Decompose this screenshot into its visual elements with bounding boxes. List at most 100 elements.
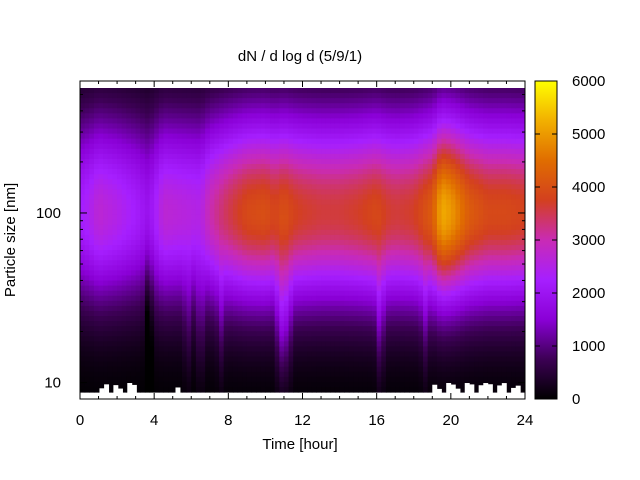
- heatmap-cell: [450, 316, 457, 322]
- heatmap-cell: [404, 326, 410, 332]
- heatmap-cell: [163, 93, 169, 99]
- heatmap-cell: [381, 270, 387, 277]
- heatmap-cell: [209, 184, 216, 190]
- heatmap-cell: [112, 224, 118, 231]
- heatmap-cell: [330, 361, 336, 368]
- heatmap-cell: [89, 98, 95, 104]
- heatmap-cell: [427, 255, 433, 261]
- heatmap-cell: [446, 93, 452, 99]
- heatmap-cell: [251, 108, 257, 114]
- heatmap-cell: [103, 351, 109, 358]
- heatmap-cell: [177, 174, 183, 180]
- heatmap-cell: [297, 153, 304, 160]
- heatmap-cell: [270, 285, 276, 292]
- heatmap-cell: [242, 234, 248, 241]
- heatmap-cell: [172, 108, 178, 114]
- heatmap-cell: [219, 255, 225, 261]
- heatmap-cell: [260, 148, 267, 155]
- heatmap-cell: [144, 346, 151, 353]
- heatmap-cell: [168, 143, 174, 150]
- heatmap-cell: [172, 123, 178, 130]
- heatmap-cell: [460, 361, 466, 368]
- heatmap-cell: [158, 295, 165, 302]
- heatmap-cell: [260, 305, 267, 312]
- heatmap-cell: [228, 128, 234, 135]
- heatmap-cell: [200, 123, 206, 130]
- heatmap-cell: [293, 316, 299, 322]
- heatmap-cell: [446, 164, 452, 170]
- heatmap-cell: [348, 381, 355, 388]
- heatmap-cell: [80, 204, 86, 211]
- heatmap-cell: [214, 331, 220, 337]
- heatmap-cell: [191, 331, 197, 337]
- heatmap-cell: [353, 209, 359, 216]
- heatmap-cell: [395, 184, 401, 190]
- heatmap-cell: [149, 224, 155, 231]
- heatmap-cell: [98, 356, 104, 363]
- heatmap-cell: [423, 194, 429, 201]
- heatmap-cell: [121, 240, 127, 246]
- heatmap-cell: [84, 128, 90, 135]
- heatmap-cell: [163, 169, 169, 175]
- heatmap-cell: [117, 260, 123, 266]
- heatmap-cell: [409, 98, 415, 104]
- heatmap-cell: [367, 219, 373, 226]
- heatmap-cell: [385, 103, 392, 109]
- heatmap-cell: [362, 88, 368, 94]
- heatmap-cell: [390, 174, 396, 180]
- heatmap-cell: [399, 250, 406, 256]
- heatmap-cell: [450, 93, 457, 99]
- heatmap-cell: [358, 88, 364, 94]
- heatmap-cell: [455, 376, 461, 383]
- heatmap-cell: [311, 361, 318, 368]
- heatmap-cell: [191, 316, 197, 322]
- heatmap-cell: [107, 169, 114, 175]
- heatmap-cell: [214, 255, 220, 261]
- heatmap-cell: [256, 118, 262, 125]
- heatmap-cell: [191, 336, 197, 342]
- plot-area: [80, 81, 525, 399]
- heatmap-cell: [158, 234, 165, 241]
- heatmap-cell: [293, 346, 299, 353]
- heatmap-cell: [409, 386, 415, 393]
- heatmap-cell: [385, 316, 392, 322]
- heatmap-cell: [89, 108, 95, 114]
- heatmap-cell: [399, 118, 406, 125]
- heatmap-cell: [348, 280, 355, 287]
- heatmap-cell: [126, 199, 132, 206]
- heatmap-cell: [432, 123, 438, 130]
- heatmap-cell: [348, 118, 355, 125]
- heatmap-cell: [228, 184, 234, 190]
- heatmap-cell: [427, 361, 433, 368]
- heatmap-cell: [135, 148, 141, 155]
- heatmap-cell: [232, 234, 239, 241]
- heatmap-cell: [140, 229, 146, 236]
- heatmap-cell: [413, 321, 419, 327]
- heatmap-cell: [353, 245, 359, 251]
- heatmap-cell: [316, 351, 322, 358]
- heatmap-cell: [399, 321, 406, 327]
- heatmap-cell: [390, 280, 396, 287]
- heatmap-cell: [130, 133, 137, 140]
- heatmap-cell: [339, 234, 345, 241]
- heatmap-cell: [427, 113, 433, 119]
- heatmap-cell: [423, 336, 429, 342]
- heatmap-cell: [441, 133, 447, 140]
- heatmap-cell: [256, 128, 262, 135]
- heatmap-cell: [158, 310, 165, 317]
- heatmap-cell: [232, 341, 239, 347]
- heatmap-cell: [362, 300, 368, 307]
- heatmap-cell: [205, 326, 211, 332]
- heatmap-cell: [219, 356, 225, 363]
- heatmap-cell: [107, 164, 114, 170]
- heatmap-cell: [154, 158, 160, 165]
- heatmap-cell: [423, 189, 429, 195]
- heatmap-cell: [84, 361, 90, 368]
- heatmap-cell: [283, 164, 290, 170]
- heatmap-cell: [228, 199, 234, 206]
- heatmap-cell: [460, 326, 466, 332]
- heatmap-cell: [256, 255, 262, 261]
- heatmap-cell: [450, 209, 457, 216]
- heatmap-cell: [107, 214, 114, 221]
- heatmap-cell: [126, 295, 132, 302]
